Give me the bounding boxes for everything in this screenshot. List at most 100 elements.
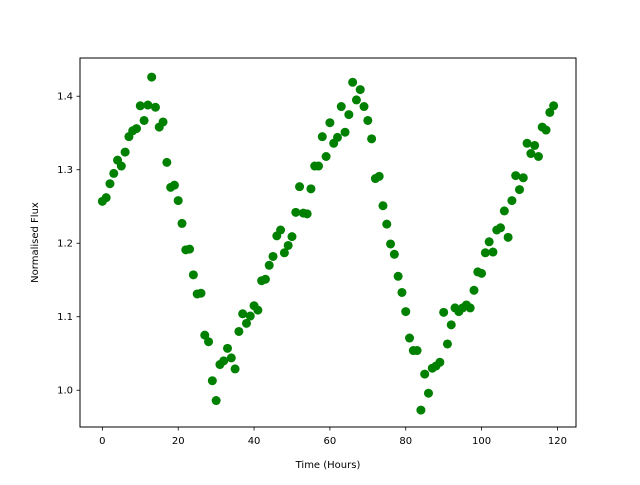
data-point	[518, 173, 528, 183]
x-tick-label: 60	[324, 436, 337, 447]
data-point	[332, 132, 342, 142]
data-point	[268, 251, 278, 261]
data-point	[439, 307, 449, 317]
data-point	[264, 260, 274, 270]
data-point	[465, 303, 475, 313]
data-point	[150, 102, 160, 112]
data-point	[306, 184, 316, 194]
data-point	[355, 85, 365, 95]
data-point	[499, 206, 509, 216]
data-point	[484, 237, 494, 247]
y-axis-label: Normalised Flux	[30, 202, 41, 283]
data-point	[515, 185, 524, 195]
data-point	[530, 140, 540, 150]
data-point	[302, 209, 312, 219]
data-point	[359, 102, 369, 112]
data-point	[253, 305, 263, 315]
data-point	[549, 101, 559, 111]
data-point	[295, 182, 305, 192]
data-point	[336, 102, 346, 112]
data-point	[200, 330, 210, 340]
data-point	[132, 124, 141, 134]
data-point	[241, 318, 251, 328]
y-tick-label: 1.3	[57, 165, 73, 176]
data-point	[317, 132, 327, 142]
data-point	[196, 288, 206, 298]
data-point	[109, 168, 119, 178]
data-point	[169, 180, 179, 190]
data-point	[219, 356, 229, 366]
data-point	[541, 125, 551, 135]
x-tick-label: 20	[172, 436, 185, 447]
data-point	[374, 171, 384, 181]
data-point	[291, 207, 301, 217]
data-point	[401, 307, 411, 317]
data-point	[173, 196, 183, 206]
data-point	[143, 100, 153, 110]
data-point	[283, 240, 293, 250]
data-point	[325, 118, 335, 128]
data-point	[488, 247, 498, 257]
data-point	[446, 320, 456, 330]
x-axis-ticks: 0 20 40 60 80 100 120	[99, 427, 567, 447]
data-point	[416, 405, 426, 415]
x-tick-label: 40	[248, 436, 261, 447]
data-point	[279, 248, 289, 258]
x-tick-label: 100	[472, 436, 491, 447]
data-point	[260, 274, 270, 284]
data-point	[245, 311, 255, 321]
data-point	[226, 353, 236, 363]
data-point	[188, 270, 198, 280]
data-point	[442, 339, 452, 349]
data-point	[204, 337, 214, 347]
data-point	[287, 232, 297, 242]
data-point	[397, 287, 407, 297]
data-point	[177, 218, 187, 228]
data-point	[314, 161, 324, 171]
y-tick-label: 1.1	[57, 312, 73, 323]
data-point	[351, 95, 361, 105]
data-point	[480, 248, 490, 258]
data-point	[507, 196, 517, 206]
data-point	[185, 244, 195, 254]
plot-frame	[79, 57, 577, 428]
data-point	[526, 149, 536, 159]
x-tick-label: 80	[399, 436, 412, 447]
data-point	[511, 171, 521, 181]
data-point	[533, 152, 543, 161]
data-point	[223, 343, 233, 353]
y-axis-ticks: 1.0 1.1 1.2 1.3 1.4	[57, 92, 80, 397]
data-point	[393, 271, 403, 281]
data-points	[97, 72, 559, 415]
data-point	[405, 333, 415, 343]
data-point	[101, 193, 111, 203]
data-point	[139, 115, 149, 125]
data-point	[120, 147, 130, 157]
data-point	[412, 346, 422, 356]
data-point	[386, 239, 396, 249]
data-point	[211, 396, 221, 406]
data-point	[522, 138, 532, 148]
data-point	[469, 285, 479, 295]
data-point	[496, 223, 506, 233]
data-point	[230, 364, 240, 374]
data-point	[420, 369, 430, 379]
data-point	[389, 249, 399, 259]
data-point	[207, 376, 217, 386]
y-tick-label: 1.4	[57, 92, 73, 103]
data-point	[348, 77, 358, 87]
data-point	[382, 219, 392, 229]
data-point	[147, 72, 157, 82]
data-point	[321, 152, 331, 161]
data-point	[234, 326, 244, 336]
data-point	[135, 101, 145, 111]
y-tick-label: 1.2	[57, 239, 73, 250]
data-point	[378, 201, 388, 211]
data-point	[477, 268, 487, 278]
data-point	[363, 115, 373, 125]
data-point	[503, 232, 513, 242]
data-point	[238, 309, 248, 319]
